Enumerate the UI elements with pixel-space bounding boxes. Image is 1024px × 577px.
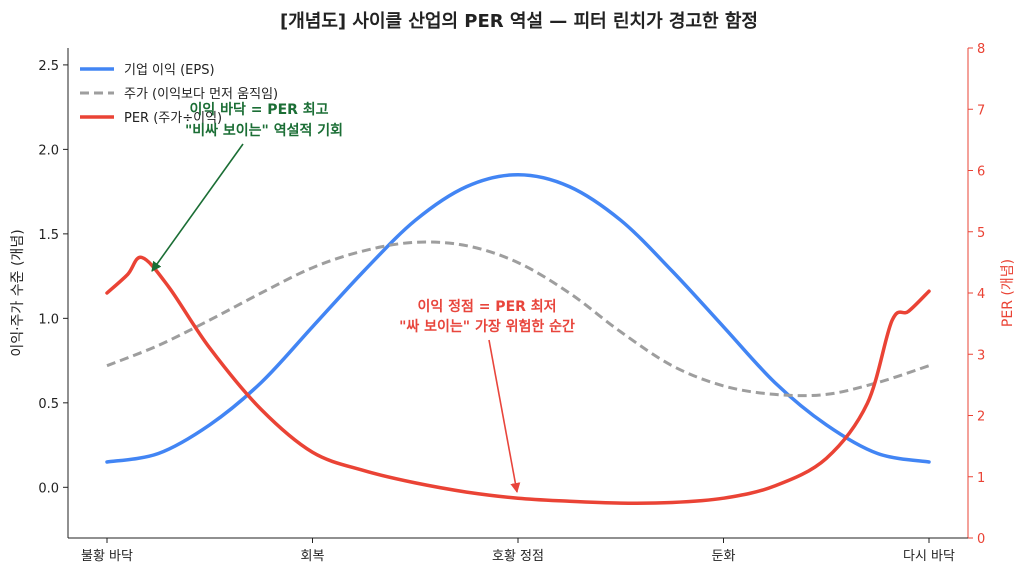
x-tick-label: 호황 정점 — [492, 549, 544, 564]
left-tick-label: 2.0 — [38, 143, 59, 158]
left-tick-label: 0.5 — [38, 397, 59, 412]
right-axis-label: PER (개념) — [1000, 259, 1016, 327]
right-tick-label: 2 — [977, 410, 985, 425]
x-tick-label: 회복 — [301, 549, 325, 564]
x-ticks: 불황 바닥 회복 호황 정점 둔화 다시 바닥 — [81, 538, 955, 564]
legend-label-price: 주가 (이익보다 먼저 움직임) — [124, 87, 278, 102]
right-tick-label: 5 — [977, 226, 985, 241]
right-tick-label: 4 — [977, 287, 985, 302]
right-tick-label: 7 — [977, 103, 985, 118]
annotation-trough-arrow — [151, 143, 244, 272]
annotation-trough: 이익 바닥 = PER 최고 "비싸 보이는" 역설적 기회 — [151, 101, 343, 272]
left-y-ticks: 0.0 0.5 1.0 1.5 2.0 2.5 — [38, 59, 68, 496]
annotation-peak: 이익 정점 = PER 최저 "싸 보이는" 가장 위험한 순간 — [399, 298, 575, 493]
left-tick-label: 1.0 — [38, 312, 59, 327]
annotation-trough-line2: "비싸 보이는" 역설적 기회 — [185, 122, 343, 139]
series-line-eps — [105, 172, 931, 464]
series-line-per — [105, 255, 931, 505]
left-tick-label: 1.5 — [38, 228, 59, 243]
left-axis-label: 이익·주가 수준 (개념) — [10, 229, 26, 356]
legend: 기업 이익 (EPS) 주가 (이익보다 먼저 움직임) PER (주가÷이익) — [80, 63, 278, 126]
chart-title: [개념도] 사이클 산업의 PER 역설 — 피터 린치가 경고한 함정 — [280, 10, 758, 32]
annotation-peak-line2: "싸 보이는" 가장 위험한 순간 — [399, 318, 575, 335]
right-tick-label: 3 — [977, 348, 985, 363]
right-tick-label: 0 — [977, 532, 985, 547]
left-tick-label: 0.0 — [38, 481, 59, 496]
right-tick-label: 8 — [977, 42, 985, 57]
x-tick-label: 불황 바닥 — [81, 549, 133, 564]
series-layer — [105, 172, 931, 505]
right-y-ticks: 0 1 2 3 4 5 6 7 8 — [968, 42, 985, 547]
legend-label-eps: 기업 이익 (EPS) — [124, 63, 215, 78]
right-tick-label: 6 — [977, 165, 985, 180]
x-tick-label: 다시 바닥 — [903, 549, 955, 564]
right-tick-label: 1 — [977, 471, 985, 486]
left-tick-label: 2.5 — [38, 59, 59, 74]
series-line-price — [106, 240, 930, 398]
annotation-peak-line1: 이익 정점 = PER 최저 — [417, 298, 556, 315]
x-tick-label: 둔화 — [712, 549, 736, 564]
annotation-trough-line1: 이익 바닥 = PER 최고 — [189, 101, 328, 118]
annotation-peak-arrow — [488, 339, 521, 493]
legend-label-per: PER (주가÷이익) — [124, 111, 222, 126]
